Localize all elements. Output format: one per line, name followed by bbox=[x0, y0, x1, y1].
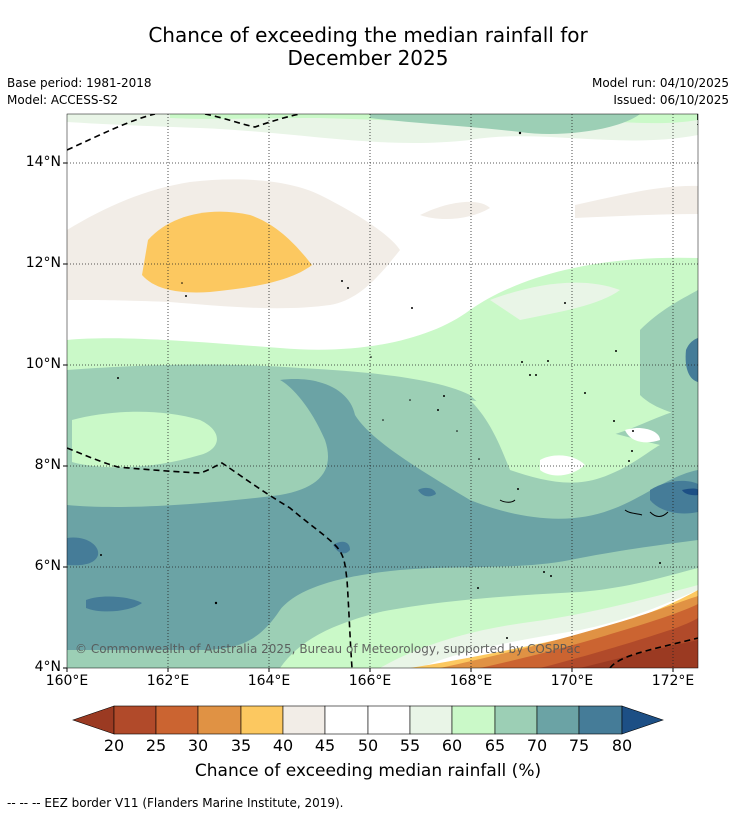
eez-borders bbox=[67, 114, 698, 668]
colorbar-swatch-65-70 bbox=[494, 705, 538, 735]
region-beige-east bbox=[575, 185, 698, 218]
colorbar-tick-55: 55 bbox=[399, 736, 421, 755]
colorbar-tick-25: 25 bbox=[145, 736, 167, 755]
chart-title-line-2: December 2025 bbox=[287, 46, 449, 70]
colorbar-tick-50: 50 bbox=[357, 736, 379, 755]
axis-ticks bbox=[63, 162, 674, 672]
blob-deep-northeast bbox=[685, 338, 698, 382]
colorbar-tick-75: 75 bbox=[568, 736, 590, 755]
colorbar-title: Chance of exceeding median rainfall (%) bbox=[194, 761, 542, 781]
blob-deep-mid bbox=[333, 541, 350, 554]
colorbar-swatch-25-30 bbox=[155, 705, 199, 735]
region-yellow-north bbox=[142, 211, 312, 293]
issued-date: Issued: 06/10/2025 bbox=[613, 93, 729, 107]
colorbar-tick-60: 60 bbox=[441, 736, 463, 755]
blob-deep-east bbox=[650, 480, 698, 514]
colorbar-swatch-30-35 bbox=[197, 705, 242, 735]
region-green-west bbox=[72, 411, 217, 468]
colorbar-swatch-20-25 bbox=[113, 705, 157, 735]
map-frame bbox=[66, 113, 699, 669]
colorbar-swatch-40-45 bbox=[282, 705, 326, 735]
base-period: Base period: 1981-2018 bbox=[7, 76, 152, 90]
colorbar-tick-35: 35 bbox=[230, 736, 252, 755]
blob-deeper-east bbox=[682, 488, 698, 496]
blob-deep-west bbox=[67, 537, 99, 566]
region-beige-northeast bbox=[420, 201, 490, 220]
region-green-centre bbox=[470, 400, 660, 483]
colorbar-swatch-50-55 bbox=[367, 705, 411, 735]
region-white-centre bbox=[540, 455, 585, 476]
region-teal-northeast bbox=[640, 290, 698, 420]
lat-label-12n: 12°N bbox=[25, 255, 61, 271]
gridlines bbox=[67, 114, 698, 668]
lon-label-170e: 170°E bbox=[550, 673, 594, 689]
lon-label-172e: 172°E bbox=[651, 673, 695, 689]
colorbar-tick-70: 70 bbox=[526, 736, 548, 755]
region-light-east bbox=[490, 282, 620, 320]
colorbar-tick-30: 30 bbox=[187, 736, 209, 755]
colorbar-extend-low bbox=[72, 705, 115, 735]
lat-label-4n: 4°N bbox=[34, 659, 61, 675]
chart-title-line-1: Chance of exceeding the median rainfall … bbox=[148, 23, 588, 47]
colorbar-tick-65: 65 bbox=[484, 736, 506, 755]
lat-label-6n: 6°N bbox=[34, 558, 61, 574]
lon-label-162e: 162°E bbox=[146, 673, 190, 689]
lon-label-164e: 164°E bbox=[247, 673, 291, 689]
blob-deep-southwest bbox=[86, 596, 142, 612]
colorbar-extend-high bbox=[621, 705, 664, 735]
atoll-outlines bbox=[499, 499, 669, 517]
eez-footnote: -- -- -- EEZ border V11 (Flanders Marine… bbox=[7, 796, 344, 810]
band-top-teal bbox=[370, 114, 640, 134]
islands bbox=[100, 131, 661, 639]
colorbar bbox=[72, 705, 664, 735]
blob-deep-central bbox=[418, 487, 436, 497]
probability-contours bbox=[67, 114, 698, 668]
dry-under-20 bbox=[580, 640, 698, 668]
lat-label-8n: 8°N bbox=[34, 457, 61, 473]
lat-label-10n: 10°N bbox=[25, 356, 61, 372]
colorbar-tick-40: 40 bbox=[272, 736, 294, 755]
model-run-date: Model run: 04/10/2025 bbox=[591, 76, 729, 90]
colorbar-tick-20: 20 bbox=[103, 736, 125, 755]
colorbar-swatch-55-60 bbox=[409, 705, 453, 735]
colorbar-swatch-75-80 bbox=[578, 705, 623, 735]
colorbar-tick-45: 45 bbox=[314, 736, 336, 755]
lon-label-166e: 166°E bbox=[348, 673, 392, 689]
colorbar-swatch-60-65 bbox=[451, 705, 496, 735]
colorbar-swatch-45-50 bbox=[324, 705, 369, 735]
band-dark-teal bbox=[67, 379, 698, 650]
colorbar-tick-80: 80 bbox=[611, 736, 633, 755]
colorbar-swatch-35-40 bbox=[240, 705, 284, 735]
colorbar-swatch-70-75 bbox=[536, 705, 580, 735]
lat-label-14n: 14°N bbox=[25, 154, 61, 170]
lon-label-160e: 160°E bbox=[45, 673, 89, 689]
lon-label-168e: 168°E bbox=[449, 673, 493, 689]
model-name: Model: ACCESS-S2 bbox=[7, 93, 119, 107]
copyright-notice: © Commonwealth of Australia 2025, Bureau… bbox=[75, 642, 580, 656]
